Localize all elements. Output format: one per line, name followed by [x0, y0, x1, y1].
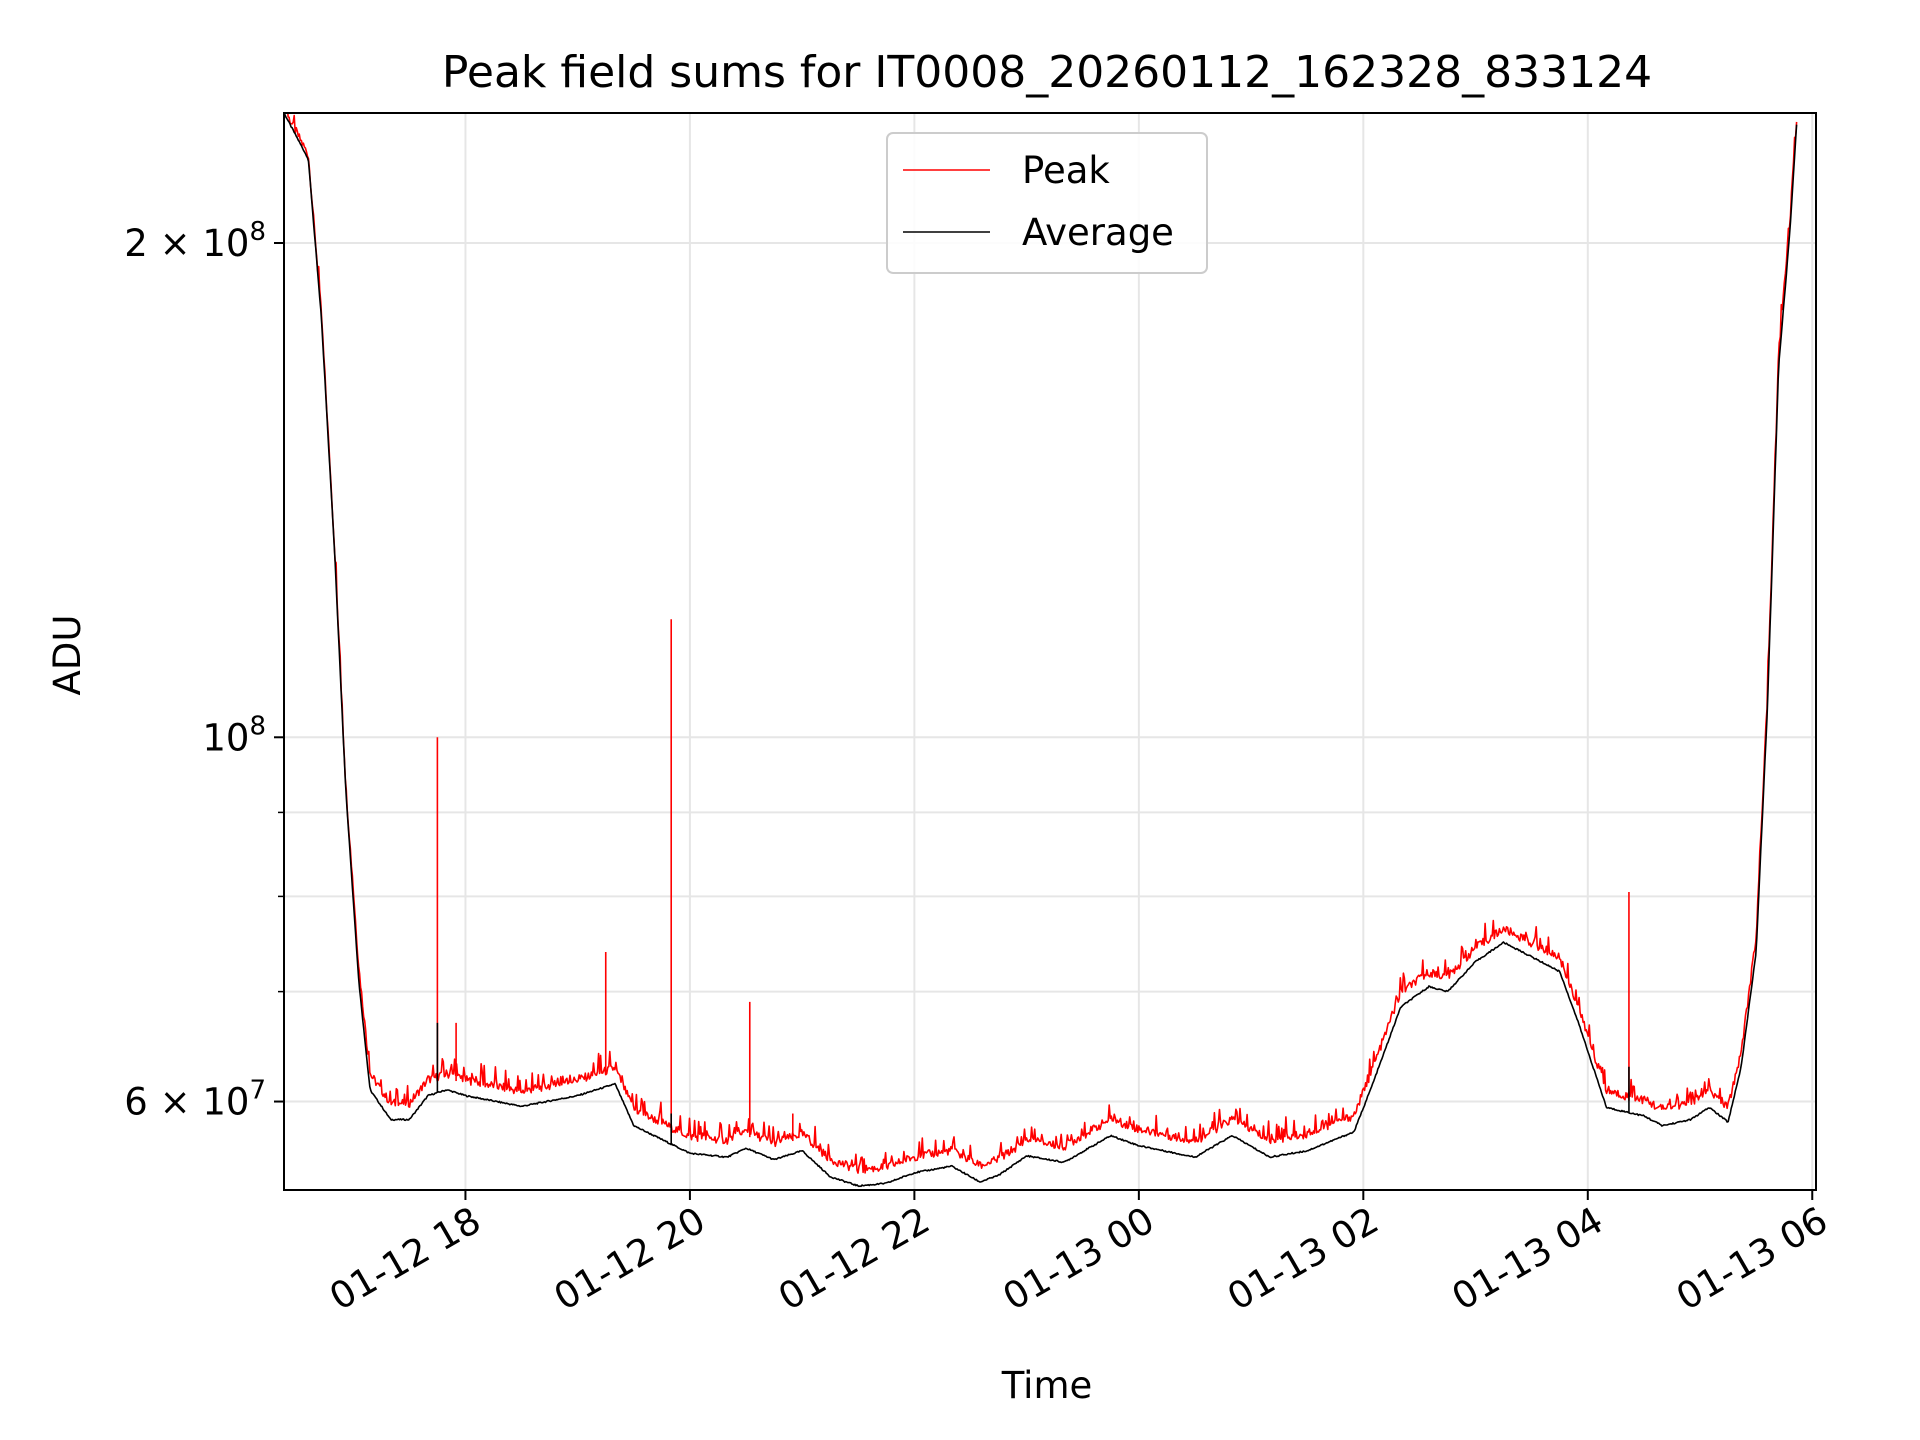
plot-frame [283, 112, 1817, 1191]
series-line [284, 113, 1798, 1188]
x-tick-label: 01-13 06 [1669, 1199, 1835, 1319]
x-tick-label: 01-13 04 [1445, 1199, 1611, 1319]
x-tick-label: 01-12 18 [322, 1199, 488, 1319]
y-tick-label: 2 × 108 [124, 217, 266, 265]
chart-title: Peak field sums for IT0008_20260112_1623… [442, 47, 1652, 98]
x-tick-label: 01-13 02 [1220, 1199, 1386, 1319]
y-axis: 2 × 108 108 6 × 107 [124, 217, 284, 1124]
plot-area [284, 113, 1798, 1188]
x-axis: 01-12 18 01-12 20 01-12 22 01-13 00 01-13 02… [322, 1190, 1835, 1319]
series-peak [287, 113, 1798, 1174]
series-layer [284, 113, 1798, 1188]
series-line [287, 113, 1798, 1174]
legend: Peak Average [886, 132, 1208, 274]
y-axis-label: ADU [46, 615, 89, 696]
legend-label-average: Average [1022, 211, 1174, 254]
x-tick-label: 01-12 22 [771, 1199, 937, 1319]
x-axis-label: Time [1001, 1364, 1093, 1407]
series-average [284, 113, 1798, 1188]
y-tick-label: 6 × 107 [124, 1076, 266, 1124]
legend-box [886, 132, 1208, 274]
y-tick-label: 108 [202, 711, 266, 759]
x-tick-label: 01-13 00 [996, 1199, 1162, 1319]
legend-label-peak: Peak [1022, 149, 1110, 192]
grid-lines [284, 113, 1816, 1190]
x-tick-label: 01-12 20 [547, 1199, 713, 1319]
